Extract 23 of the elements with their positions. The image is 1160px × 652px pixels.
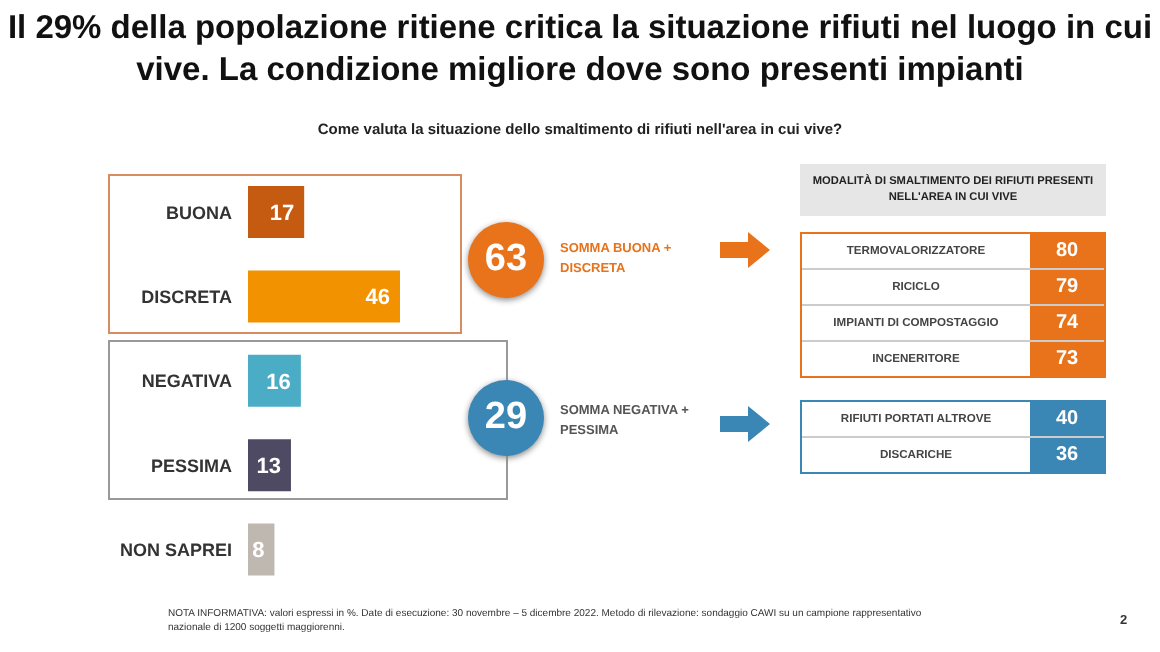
data-label: 13 (256, 455, 281, 480)
text: 29 (468, 380, 544, 456)
y-tick-label: NEGATIVA (141, 371, 233, 392)
bar (248, 354, 301, 407)
data-label: 40 (1030, 402, 1104, 436)
y-tick-label: NON SAPREI (119, 540, 232, 561)
bar (248, 439, 291, 492)
data-label: 46 (365, 286, 390, 311)
y-tick-label: PESSIMA (150, 455, 233, 476)
bar (248, 270, 400, 323)
text: Il 29% della popolazione ritiene critica la situazione rifiuti nel luogo in cui vive. La condizione migliore dove sono presenti impianti (5, 8, 1155, 92)
data-label: 36 (1030, 438, 1104, 472)
y-tick-label: BUONA (166, 202, 233, 223)
data-label: 79 (1030, 270, 1104, 304)
text: 63 (468, 222, 544, 298)
data-label: 73 (1030, 342, 1104, 376)
data-label: 8 (252, 539, 265, 564)
y-tick-label: DISCRETA (141, 286, 233, 307)
bar (248, 186, 305, 238)
data-label: 17 (269, 201, 295, 226)
data-label: 16 (266, 370, 291, 395)
data-label: 80 (1030, 234, 1104, 268)
data-label: 74 (1030, 306, 1104, 340)
